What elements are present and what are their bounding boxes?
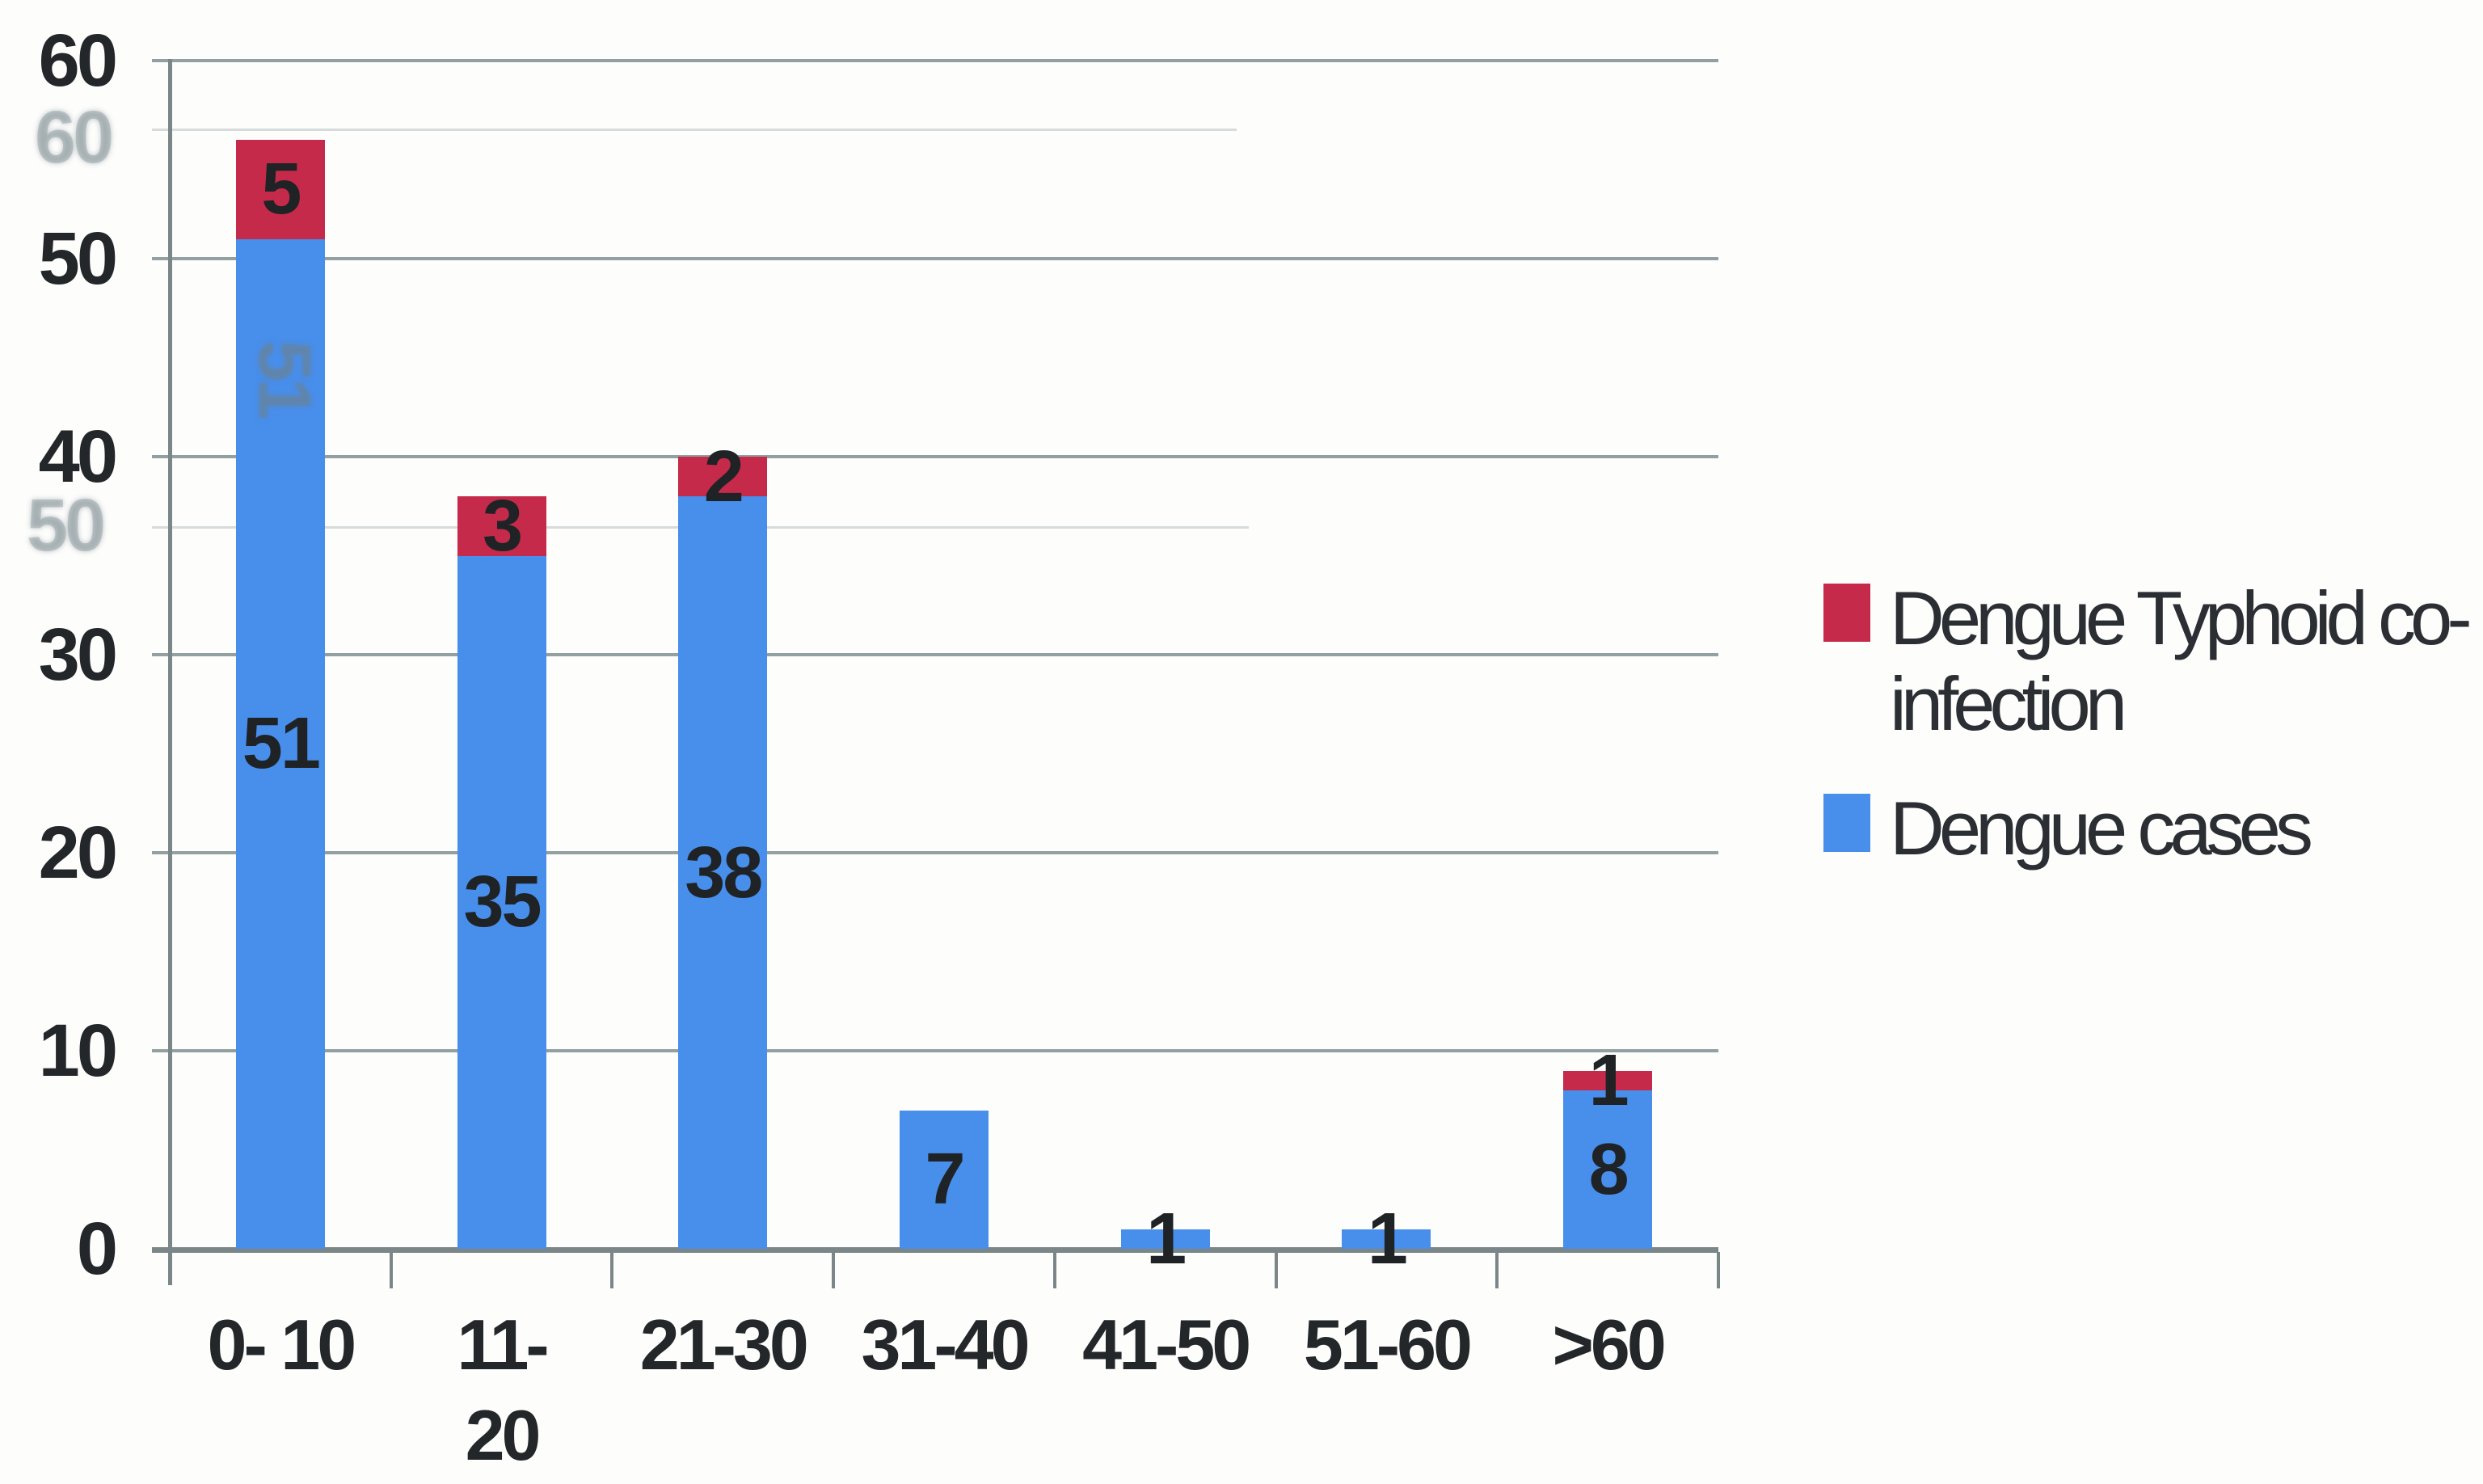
y-axis-label-10: 10 [38, 1010, 118, 1092]
legend: Dengue Typhoid co- infection Dengue case… [1823, 0, 2483, 1484]
ghost-label-2: 51 [243, 339, 326, 417]
x-axis-label-line: 31-40 [861, 1305, 1030, 1385]
legend-swatch-coinfection [1823, 584, 1870, 642]
x-axis-label-1120: 11- 20 [457, 1300, 549, 1481]
x-axis-label-line: 20 [465, 1395, 542, 1475]
y-axis-label-30: 30 [38, 613, 118, 696]
bar-segment-dengue-cases-1120 [457, 555, 546, 1249]
legend-swatch-dengue-cases [1823, 794, 1870, 852]
bar-segment-coinfection-1120 [457, 496, 546, 556]
value-label-coinfection-2130: 2 [703, 436, 744, 517]
x-axis-label-60: >60 [1552, 1300, 1667, 1390]
x-axis-label-line: >60 [1552, 1305, 1667, 1385]
value-label-dengue-cases-010: 51 [242, 703, 321, 785]
gridline-30 [152, 653, 1718, 656]
x-axis-label-line: 41-50 [1082, 1305, 1251, 1385]
x-axis-label-2130: 21-30 [639, 1300, 809, 1390]
value-label-coinfection-1120: 3 [483, 485, 523, 567]
bar-segment-coinfection-2130 [678, 457, 768, 496]
bar-segment-dengue-cases-3140 [900, 1110, 989, 1249]
ghost-label-0: 60 [34, 96, 114, 179]
x-axis-label-line: 21-30 [639, 1305, 809, 1385]
bar-segment-coinfection-010 [235, 140, 325, 239]
x-axis-label-line: 0- 10 [207, 1305, 357, 1385]
legend-label-dengue-cases-line1: Dengue cases [1890, 786, 2313, 871]
bar-segment-dengue-cases-5160 [1342, 1229, 1431, 1249]
x-axis-tick-4 [1052, 1252, 1056, 1288]
y-axis-label-60: 60 [38, 19, 118, 102]
value-label-dengue-cases-60: 8 [1588, 1129, 1629, 1210]
bar-segment-dengue-cases-010 [235, 238, 325, 1249]
x-axis-label-line: 11- [457, 1305, 549, 1385]
x-axis-tick-1 [389, 1252, 393, 1288]
gridline-40 [152, 455, 1718, 458]
y-axis-label-50: 50 [38, 217, 118, 300]
y-axis-label-40: 40 [38, 415, 118, 498]
gridline-50 [152, 257, 1718, 260]
bar-segment-dengue-cases-60 [1563, 1090, 1653, 1249]
x-axis-tick-5 [1274, 1252, 1278, 1288]
value-label-coinfection-60: 1 [1588, 1039, 1629, 1121]
x-axis-line [152, 1247, 1718, 1253]
x-axis-label-5160: 51-60 [1303, 1300, 1473, 1390]
bar-segment-dengue-cases-4150 [1120, 1229, 1210, 1249]
legend-label-coinfection-line2: infection [1890, 661, 2127, 746]
legend-label-dengue-cases: Dengue cases [1890, 786, 2313, 871]
value-label-coinfection-010: 5 [261, 149, 301, 230]
legend-label-coinfection-line1: Dengue Typhoid co- [1890, 575, 2472, 660]
x-axis-label-4150: 41-50 [1082, 1300, 1251, 1390]
value-label-dengue-cases-4150: 1 [1146, 1198, 1187, 1280]
legend-label-coinfection: Dengue Typhoid co- infection [1890, 575, 2472, 747]
x-axis-tick-2 [610, 1252, 614, 1288]
gridline-60 [152, 59, 1718, 62]
x-axis-tick-3 [832, 1252, 836, 1288]
gridline-10 [152, 1049, 1718, 1052]
x-axis-label-010: 0- 10 [207, 1300, 357, 1390]
gridline-20 [152, 851, 1718, 854]
value-label-dengue-cases-2130: 38 [685, 832, 763, 913]
ghost-gridline-0 [152, 129, 1237, 131]
value-label-dengue-cases-5160: 1 [1367, 1198, 1408, 1280]
bar-segment-coinfection-60 [1563, 1070, 1653, 1090]
y-axis-label-0: 0 [76, 1208, 118, 1290]
y-axis-label-20: 20 [38, 812, 118, 894]
x-axis-tick-7 [1717, 1252, 1720, 1288]
x-axis-label-3140: 31-40 [861, 1300, 1030, 1390]
x-axis-label-line: 51-60 [1303, 1305, 1473, 1385]
ghost-label-1: 50 [26, 484, 106, 567]
value-label-dengue-cases-1120: 35 [463, 862, 542, 943]
y-axis-line [168, 59, 172, 1285]
x-axis-tick-6 [1495, 1252, 1499, 1288]
bar-segment-dengue-cases-2130 [678, 496, 768, 1249]
value-label-dengue-cases-3140: 7 [925, 1139, 965, 1221]
